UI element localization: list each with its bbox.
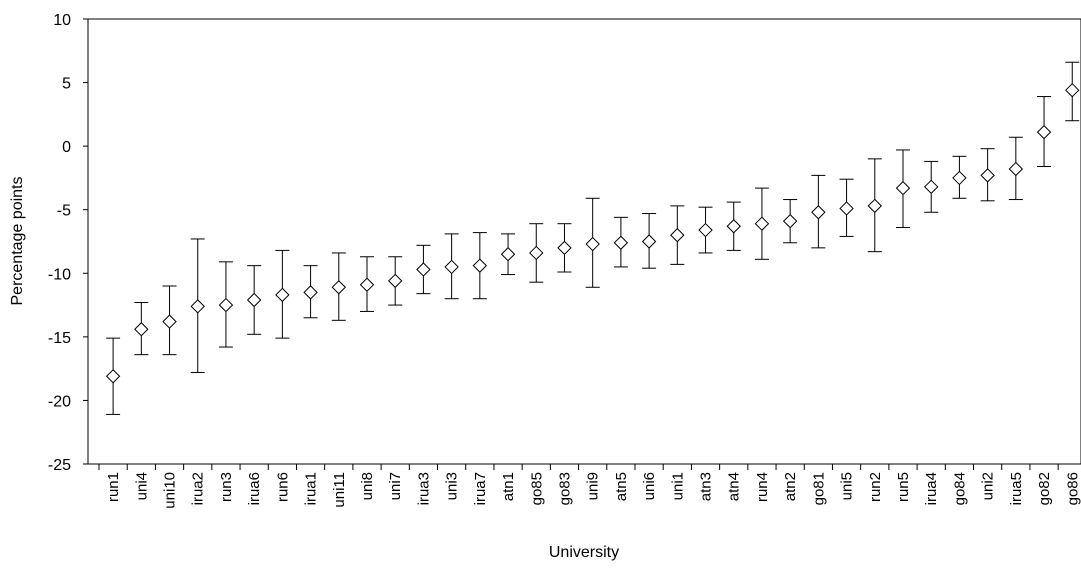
data-point	[246, 292, 262, 308]
y-tick-label: 5	[62, 76, 71, 93]
data-point	[811, 205, 826, 220]
data-point	[1065, 82, 1080, 98]
data-point	[500, 247, 516, 262]
x-tick-label: atn3	[698, 472, 715, 501]
x-tick-label: uni3	[444, 472, 461, 500]
y-tick-label: -5	[57, 203, 71, 220]
x-axis-label: University	[549, 544, 619, 561]
data-point	[105, 369, 121, 384]
data-point	[726, 219, 741, 234]
data-point	[218, 297, 234, 313]
x-tick-label: uni2	[980, 472, 997, 500]
y-tick-label: -10	[48, 266, 71, 283]
x-tick-label: irua4	[923, 472, 940, 505]
data-point	[388, 273, 403, 289]
x-tick-label: run4	[754, 472, 771, 502]
data-point	[613, 235, 629, 250]
x-tick-label: irua7	[472, 472, 489, 505]
y-tick-label: 10	[53, 12, 71, 29]
x-tick-label: go84	[951, 472, 968, 505]
x-tick-label: go82	[1036, 472, 1053, 505]
data-point	[303, 285, 318, 300]
data-point	[698, 222, 713, 238]
x-tick-label: go85	[528, 472, 545, 505]
data-point	[923, 179, 939, 195]
data-point	[557, 240, 572, 256]
y-axis: 10 5 0 -5 -10 -15 -20 -25	[48, 12, 88, 474]
data-point	[190, 299, 205, 314]
y-tick-label: -25	[48, 457, 71, 474]
x-tick-label: atn1	[500, 472, 517, 501]
x-tick-label: uni4	[133, 472, 150, 500]
data-point	[754, 216, 770, 231]
x-axis: run1 uni4 uni10 irua2 run3 irua6 run6 irua1 uni1…	[98, 464, 1081, 509]
data-point	[980, 168, 995, 183]
y-axis-label: Percentage points	[9, 177, 26, 306]
data-point	[359, 277, 375, 292]
series	[105, 61, 1080, 415]
data-point	[895, 180, 911, 196]
data-point	[952, 170, 967, 186]
data-point	[444, 259, 459, 275]
x-tick-label: run5	[895, 472, 912, 502]
x-tick-label: uni10	[162, 472, 179, 509]
data-point	[275, 287, 290, 303]
x-tick-label: irua6	[246, 472, 263, 505]
y-tick-label: -15	[48, 330, 71, 347]
data-point	[867, 198, 882, 214]
x-tick-label: uni8	[359, 472, 376, 500]
x-tick-label: run1	[105, 472, 122, 502]
data-point	[472, 258, 488, 273]
x-tick-label: go86	[1064, 472, 1081, 505]
y-tick-label: 0	[62, 139, 71, 156]
x-tick-label: uni9	[585, 472, 602, 500]
data-point	[1008, 161, 1024, 177]
data-point	[416, 262, 431, 277]
x-tick-label: atn5	[613, 472, 630, 501]
x-tick-label: go81	[810, 472, 827, 505]
x-tick-label: irua3	[415, 472, 432, 505]
x-tick-label: run2	[867, 472, 884, 502]
x-tick-label: atn2	[782, 472, 799, 501]
data-point	[162, 314, 177, 329]
data-point	[529, 245, 544, 261]
x-tick-label: irua1	[303, 472, 320, 505]
x-tick-label: uni1	[669, 472, 686, 500]
data-point	[585, 236, 600, 252]
x-tick-label: uni7	[387, 472, 404, 500]
data-point	[331, 280, 346, 295]
x-tick-label: go83	[556, 472, 573, 505]
data-point	[1036, 124, 1052, 140]
x-tick-label: irua5	[1008, 472, 1025, 505]
data-point	[839, 201, 854, 216]
data-point	[670, 227, 685, 243]
x-tick-label: uni6	[641, 472, 658, 500]
plot-area	[87, 18, 1081, 465]
x-tick-label: atn4	[726, 472, 743, 501]
data-point	[641, 234, 657, 249]
data-point	[134, 322, 149, 337]
x-tick-label: uni5	[839, 472, 856, 500]
x-tick-label: run6	[274, 472, 291, 502]
x-tick-label: uni11	[331, 472, 348, 508]
x-tick-label: run3	[218, 472, 235, 502]
y-tick-label: -20	[48, 393, 71, 410]
data-point	[782, 213, 798, 229]
x-tick-label: irua2	[190, 472, 207, 505]
